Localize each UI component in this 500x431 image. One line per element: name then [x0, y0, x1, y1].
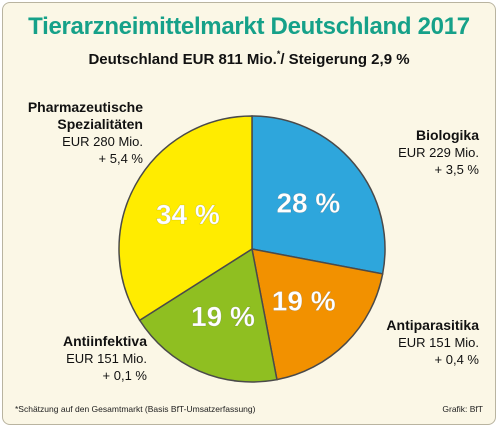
chart-subtitle: Deutschland EUR 811 Mio.*/ Steigerung 2,… [3, 49, 495, 68]
slice-amount: EUR 229 Mio. [398, 145, 479, 160]
slice-amount: EUR 151 Mio. [398, 335, 479, 350]
subtitle-main: Deutschland EUR 811 Mio. [88, 51, 277, 68]
pie-slice-pharmazeutische-spezialitaeten [118, 115, 253, 322]
slice-growth: + 3,5 % [434, 162, 479, 177]
slice-growth: + 0,1 % [102, 368, 147, 383]
slice-name: Antiparasitika [386, 317, 479, 333]
graphic-credit: Grafik: BfT [442, 404, 483, 414]
slice-amount: EUR 151 Mio. [66, 351, 147, 366]
chart-title: Tierarzneimittelmarkt Deutschland 2017 [28, 13, 470, 40]
slice-name: Pharmazeutische Spezialitäten [27, 99, 143, 132]
subtitle-footnote-mark: * [276, 49, 281, 59]
pie-slice-biologika [251, 115, 386, 275]
slice-growth: + 0,4 % [434, 352, 479, 367]
subtitle-tail: / Steigerung 2,9 % [280, 51, 410, 68]
slice-amount: EUR 280 Mio. [62, 134, 143, 149]
slice-name: Biologika [415, 127, 479, 143]
slice-growth: + 5,4 % [98, 151, 143, 166]
pie-slice-percent-label: 19 % [191, 301, 255, 332]
legend-antiinfektiva: Antiinfektiva EUR 151 Mio. + 0,1 % [19, 333, 147, 384]
pie-slice-percent-label: 34 % [156, 199, 220, 230]
legend-antiparasitika: Antiparasitika EUR 151 Mio. + 0,4 % [349, 317, 479, 368]
legend-biologika: Biologika EUR 229 Mio. + 3,5 % [349, 127, 479, 178]
pie-slice-percent-label: 19 % [272, 286, 336, 317]
legend-pharmazeutische-spezialitaeten: Pharmazeutische Spezialitäten EUR 280 Mi… [7, 99, 143, 167]
pie-slice-percent-label: 28 % [276, 187, 340, 218]
pie-slice-antiinfektiva [138, 247, 278, 383]
footnote: *Schätzung auf den Gesamtmarkt (Basis Bf… [15, 404, 256, 414]
pie-chart: 28 % 19 % 19 % 34 % [118, 115, 386, 383]
slice-name: Antiinfektiva [62, 333, 147, 349]
infographic-card: Tierarzneimittelmarkt Deutschland 2017 D… [2, 2, 496, 425]
pie-slice-antiparasitika [251, 248, 384, 381]
